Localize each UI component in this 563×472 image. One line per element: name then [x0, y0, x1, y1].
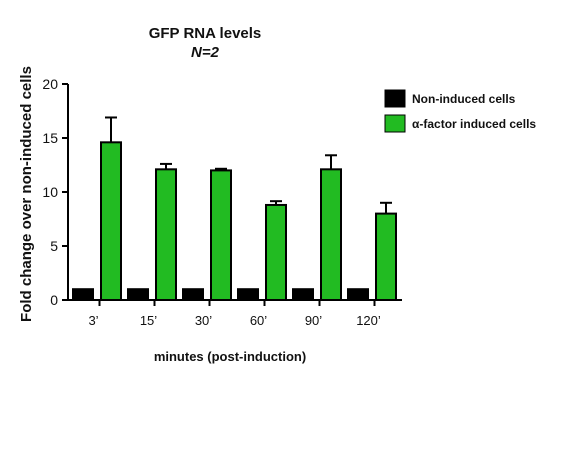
- bar-induced: [265, 203, 287, 302]
- x-tick-label: 120’: [356, 313, 381, 328]
- bar-non-induced: [72, 288, 94, 302]
- bar-non-induced: [347, 288, 369, 302]
- x-tick-label: 3’: [88, 313, 98, 328]
- x-tick-label: 60’: [250, 313, 267, 328]
- bar-induced: [100, 141, 122, 301]
- y-axis-label: Fold change over non-induced cells: [18, 66, 35, 322]
- bar-non-induced: [292, 288, 314, 302]
- x-axis-label: minutes (post-induction): [154, 349, 306, 364]
- legend-swatch: [384, 114, 406, 133]
- legend-label: Non-induced cells: [412, 92, 516, 106]
- bar-induced: [320, 168, 342, 301]
- legend-label: α-factor induced cells: [412, 117, 536, 131]
- y-tick-label: 15: [42, 130, 58, 146]
- bar-induced: [210, 169, 232, 301]
- bars: [72, 116, 397, 302]
- y-tick-label: 10: [42, 184, 58, 200]
- y-tick-label: 20: [42, 76, 58, 92]
- x-tick-label: 15’: [140, 313, 157, 328]
- bar-non-induced: [237, 288, 259, 302]
- bar-non-induced: [127, 288, 149, 302]
- axes: 0 5 10 15 20 3’ 15’ 30’ 60’ 90’ 120’: [42, 76, 402, 328]
- y-tick-label: 5: [50, 238, 58, 254]
- chart-subtitle: N=2: [191, 44, 220, 61]
- legend: Non-induced cells α-factor induced cells: [384, 89, 536, 133]
- x-tick-label: 30’: [195, 313, 212, 328]
- bar-non-induced: [182, 288, 204, 302]
- x-tick-label: 90’: [305, 313, 322, 328]
- bar-induced: [375, 212, 397, 302]
- bar-induced: [155, 168, 177, 301]
- y-tick-label: 0: [50, 292, 58, 308]
- legend-swatch: [384, 89, 406, 108]
- chart-title: GFP RNA levels: [149, 25, 262, 42]
